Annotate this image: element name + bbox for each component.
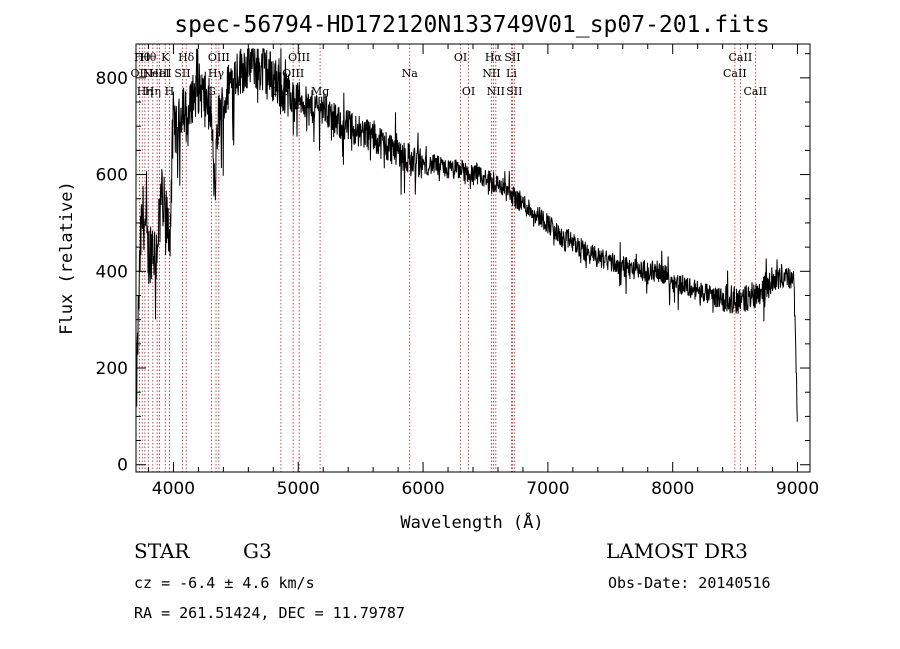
y-axis-label: Flux (relative): [57, 181, 77, 335]
x-tick-label: 5000: [277, 479, 320, 499]
emission-line-label: OIII: [282, 67, 304, 80]
redshift-velocity: cz = -6.4 ± 4.6 km/s: [134, 574, 315, 592]
emission-line-label: G: [207, 85, 216, 98]
emission-line-label: NII: [482, 67, 500, 80]
emission-line-label: Hα: [485, 51, 503, 64]
emission-line-label: HeI: [149, 67, 169, 80]
emission-line-labels: OIIHθHηHθHηNeIIIHeIKHSIIHδGHγOIIIHβOIIIO…: [131, 51, 768, 98]
emission-line-label: K: [161, 51, 170, 64]
emission-line-label: CaII: [723, 67, 747, 80]
x-axis: 4000 5000 6000 7000 8000 9000: [147, 44, 819, 499]
emission-line-label: Hθ: [140, 51, 157, 64]
x-tick-label: 6000: [401, 479, 444, 499]
x-tick-label: 8000: [651, 479, 694, 499]
emission-line-label: CaII: [743, 85, 767, 98]
emission-line-label: NeIII: [143, 67, 172, 80]
emission-line-label: SII: [504, 51, 520, 64]
emission-line-label: Hθ: [134, 51, 151, 64]
coordinates: RA = 261.51424, DEC = 11.79787: [134, 604, 405, 622]
spectral-subclass: G3: [243, 539, 272, 563]
emission-line-label: OIII: [208, 51, 230, 64]
emission-line-label: H: [165, 85, 175, 98]
x-axis-label: Wavelength (Å): [400, 511, 543, 533]
emission-line-label: OI: [454, 51, 467, 64]
object-type: STAR: [134, 539, 190, 563]
emission-line-label: SII: [506, 85, 522, 98]
emission-line-label: OII: [131, 67, 149, 80]
spectrum-line: [135, 48, 798, 422]
emission-line-label: Hγ: [208, 67, 225, 80]
emission-line-label: Li: [506, 67, 517, 80]
y-tick-label: 400: [96, 262, 128, 282]
emission-line-label: Mg: [311, 85, 329, 98]
emission-line-label: Hη: [145, 85, 161, 98]
x-tick-label: 7000: [526, 479, 569, 499]
x-tick-label: 4000: [152, 479, 195, 499]
emission-line-label: Hη: [137, 85, 153, 98]
emission-line-label: Na: [402, 67, 419, 80]
plot-frame: [135, 43, 811, 473]
observation-date: Obs-Date: 20140516: [608, 574, 771, 592]
emission-line-label: Hδ: [178, 51, 195, 64]
emission-line-label: OIII: [288, 51, 310, 64]
emission-line-label: SII: [174, 67, 190, 80]
x-tick-label: 9000: [776, 479, 819, 499]
emission-line-label: NII: [487, 85, 505, 98]
y-tick-label: 0: [117, 456, 128, 476]
y-tick-label: 800: [96, 69, 128, 89]
survey-name: LAMOST DR3: [606, 539, 748, 563]
emission-line-markers: [138, 44, 756, 472]
chart-title: spec-56794-HD172120N133749V01_sp07-201.f…: [174, 12, 769, 38]
y-tick-label: 600: [96, 166, 128, 186]
emission-line-label: CaII: [729, 51, 753, 64]
y-axis: 0 200 400 600 800: [96, 53, 810, 476]
y-tick-label: 200: [96, 359, 128, 379]
emission-line-label: OI: [462, 85, 475, 98]
